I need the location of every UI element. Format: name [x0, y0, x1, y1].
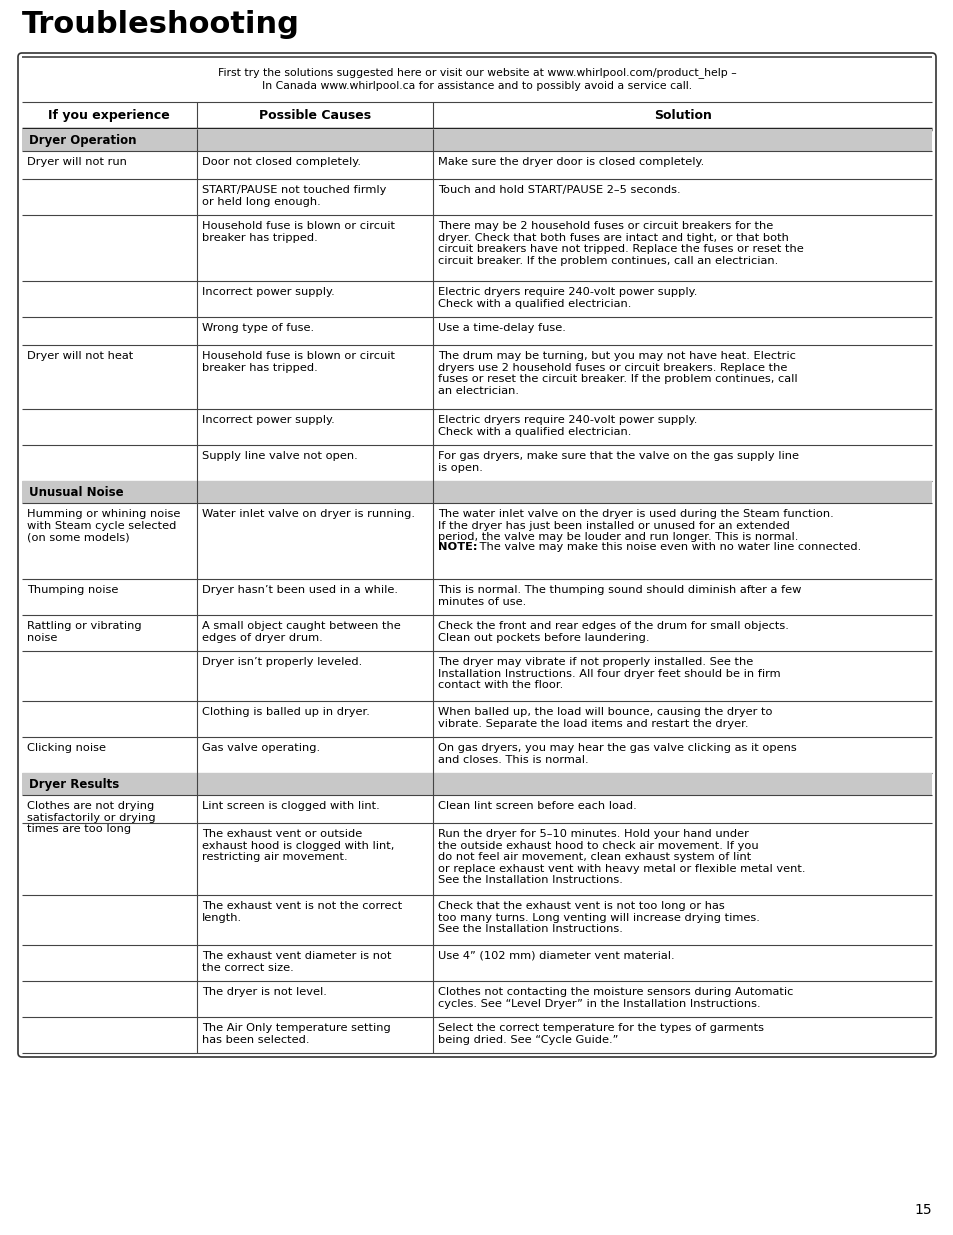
- Text: Possible Causes: Possible Causes: [258, 109, 371, 122]
- Text: Use a time-delay fuse.: Use a time-delay fuse.: [437, 324, 565, 333]
- Text: For gas dryers, make sure that the valve on the gas supply line
is open.: For gas dryers, make sure that the valve…: [437, 451, 799, 473]
- Text: Dryer hasn’t been used in a while.: Dryer hasn’t been used in a while.: [201, 585, 397, 595]
- Text: If you experience: If you experience: [49, 109, 170, 122]
- Bar: [22, 215, 931, 282]
- Bar: [22, 1016, 931, 1053]
- Bar: [22, 179, 931, 215]
- Text: Clean lint screen before each load.: Clean lint screen before each load.: [437, 802, 637, 811]
- Text: Unusual Noise: Unusual Noise: [29, 487, 124, 499]
- Text: 15: 15: [913, 1203, 931, 1216]
- Text: The exhaust vent or outside
exhaust hood is clogged with lint,
restricting air m: The exhaust vent or outside exhaust hood…: [201, 829, 394, 862]
- Bar: [22, 317, 931, 345]
- Text: The water inlet valve on the dryer is used during the Steam function.
If the dry: The water inlet valve on the dryer is us…: [437, 509, 833, 542]
- Text: Touch and hold START/PAUSE 2–5 seconds.: Touch and hold START/PAUSE 2–5 seconds.: [437, 185, 680, 195]
- Text: Dryer Results: Dryer Results: [29, 778, 119, 790]
- Text: There may be 2 household fuses or circuit breakers for the
dryer. Check that bot: There may be 2 household fuses or circui…: [437, 221, 803, 266]
- Bar: [22, 651, 931, 701]
- Text: In Canada www.whirlpool.ca for assistance and to possibly avoid a service call.: In Canada www.whirlpool.ca for assistanc…: [262, 82, 691, 91]
- Text: The exhaust vent diameter is not
the correct size.: The exhaust vent diameter is not the cor…: [201, 951, 391, 973]
- Text: The Air Only temperature setting
has been selected.: The Air Only temperature setting has bee…: [201, 1023, 390, 1045]
- Text: Clothes are not drying
satisfactorily or drying
times are too long: Clothes are not drying satisfactorily or…: [27, 802, 155, 834]
- Text: Lint screen is clogged with lint.: Lint screen is clogged with lint.: [201, 802, 379, 811]
- Text: Troubleshooting: Troubleshooting: [22, 10, 299, 40]
- Bar: [22, 895, 931, 945]
- Bar: [22, 151, 931, 179]
- Text: Make sure the dryer door is closed completely.: Make sure the dryer door is closed compl…: [437, 157, 704, 167]
- Text: This is normal. The thumping sound should diminish after a few
minutes of use.: This is normal. The thumping sound shoul…: [437, 585, 801, 606]
- Text: Dryer will not run: Dryer will not run: [27, 157, 127, 167]
- Text: START/PAUSE not touched firmly
or held long enough.: START/PAUSE not touched firmly or held l…: [201, 185, 386, 206]
- Text: A small object caught between the
edges of dryer drum.: A small object caught between the edges …: [201, 621, 400, 642]
- Text: First try the solutions suggested here or visit our website at www.whirlpool.com: First try the solutions suggested here o…: [217, 67, 736, 78]
- Bar: [22, 795, 931, 823]
- Text: When balled up, the load will bounce, causing the dryer to
vibrate. Separate the: When balled up, the load will bounce, ca…: [437, 706, 772, 729]
- Text: Incorrect power supply.: Incorrect power supply.: [201, 415, 335, 425]
- Bar: [22, 480, 931, 503]
- Text: Water inlet valve on dryer is running.: Water inlet valve on dryer is running.: [201, 509, 415, 519]
- Text: Run the dryer for 5–10 minutes. Hold your hand under
the outside exhaust hood to: Run the dryer for 5–10 minutes. Hold you…: [437, 829, 805, 885]
- Bar: [22, 945, 931, 981]
- Text: Thumping noise: Thumping noise: [27, 585, 118, 595]
- Text: Electric dryers require 240-volt power supply.
Check with a qualified electricia: Electric dryers require 240-volt power s…: [437, 287, 697, 309]
- Text: Clicking noise: Clicking noise: [27, 743, 106, 753]
- Text: Rattling or vibrating
noise: Rattling or vibrating noise: [27, 621, 141, 642]
- Bar: [22, 409, 931, 445]
- Bar: [22, 128, 931, 151]
- Text: Incorrect power supply.: Incorrect power supply.: [201, 287, 335, 296]
- Text: Select the correct temperature for the types of garments
being dried. See “Cycle: Select the correct temperature for the t…: [437, 1023, 763, 1045]
- Text: Solution: Solution: [653, 109, 711, 122]
- Bar: [22, 579, 931, 615]
- Text: Dryer will not heat: Dryer will not heat: [27, 351, 133, 361]
- Text: Door not closed completely.: Door not closed completely.: [201, 157, 360, 167]
- Bar: [22, 773, 931, 795]
- Text: The dryer is not level.: The dryer is not level.: [201, 987, 326, 997]
- Text: Use 4” (102 mm) diameter vent material.: Use 4” (102 mm) diameter vent material.: [437, 951, 674, 961]
- Text: Supply line valve not open.: Supply line valve not open.: [201, 451, 357, 461]
- Text: The exhaust vent is not the correct
length.: The exhaust vent is not the correct leng…: [201, 902, 401, 923]
- Bar: [22, 823, 931, 895]
- Bar: [22, 445, 931, 480]
- Text: NOTE:: NOTE:: [437, 542, 477, 552]
- Bar: [22, 503, 931, 579]
- Text: The dryer may vibrate if not properly installed. See the
Installation Instructio: The dryer may vibrate if not properly in…: [437, 657, 781, 690]
- Text: Gas valve operating.: Gas valve operating.: [201, 743, 319, 753]
- Bar: [22, 737, 931, 773]
- Text: Electric dryers require 240-volt power supply.
Check with a qualified electricia: Electric dryers require 240-volt power s…: [437, 415, 697, 437]
- Text: Check the front and rear edges of the drum for small objects.
Clean out pockets : Check the front and rear edges of the dr…: [437, 621, 788, 642]
- Bar: [22, 282, 931, 317]
- Text: Clothes not contacting the moisture sensors during Automatic
cycles. See “Level : Clothes not contacting the moisture sens…: [437, 987, 793, 1009]
- Text: Household fuse is blown or circuit
breaker has tripped.: Household fuse is blown or circuit break…: [201, 221, 395, 242]
- Bar: [22, 615, 931, 651]
- Text: Dryer isn’t properly leveled.: Dryer isn’t properly leveled.: [201, 657, 361, 667]
- Text: Check that the exhaust vent is not too long or has
too many turns. Long venting : Check that the exhaust vent is not too l…: [437, 902, 760, 934]
- Text: On gas dryers, you may hear the gas valve clicking as it opens
and closes. This : On gas dryers, you may hear the gas valv…: [437, 743, 797, 764]
- Text: Dryer Operation: Dryer Operation: [29, 135, 136, 147]
- Bar: [22, 981, 931, 1016]
- Text: Humming or whining noise
with Steam cycle selected
(on some models): Humming or whining noise with Steam cycl…: [27, 509, 180, 542]
- Text: Clothing is balled up in dryer.: Clothing is balled up in dryer.: [201, 706, 369, 718]
- Text: Household fuse is blown or circuit
breaker has tripped.: Household fuse is blown or circuit break…: [201, 351, 395, 373]
- Text: Wrong type of fuse.: Wrong type of fuse.: [201, 324, 314, 333]
- Text: The drum may be turning, but you may not have heat. Electric
dryers use 2 househ: The drum may be turning, but you may not…: [437, 351, 797, 395]
- Text: The valve may make this noise even with no water line connected.: The valve may make this noise even with …: [476, 542, 861, 552]
- Bar: [22, 345, 931, 409]
- Bar: [22, 701, 931, 737]
